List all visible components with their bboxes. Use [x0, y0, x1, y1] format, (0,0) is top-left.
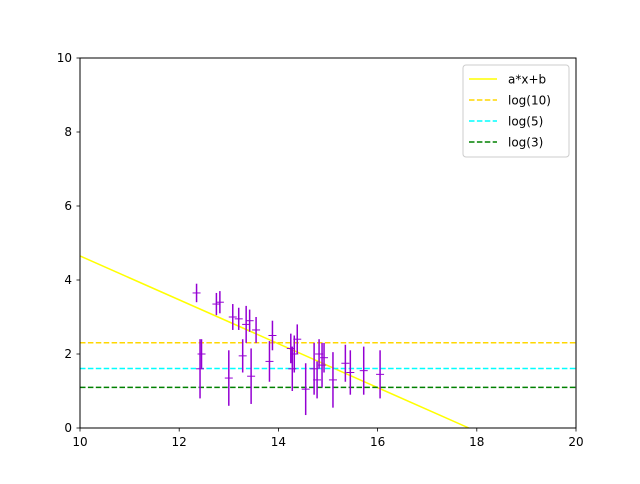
y-tick-label: 6	[64, 199, 72, 213]
data-point	[346, 350, 355, 395]
x-tick-label: 14	[271, 435, 286, 449]
x-tick-label: 10	[72, 435, 87, 449]
plot-area	[80, 255, 576, 428]
data-point	[245, 309, 254, 332]
legend: a*x+b log(10) log(5) log(3)	[462, 64, 570, 158]
data-point	[341, 344, 350, 382]
data-point	[252, 317, 261, 343]
x-tick-label: 18	[469, 435, 484, 449]
legend-label: log(3)	[508, 136, 543, 150]
data-point	[359, 346, 368, 395]
x-tick-label: 16	[370, 435, 385, 449]
data-point	[293, 324, 302, 354]
y-axis: 0 2 4 6 8 10	[57, 51, 80, 435]
data-point	[238, 339, 247, 373]
data-point	[247, 348, 256, 404]
data-point	[320, 342, 329, 373]
series-line-0	[80, 255, 470, 428]
x-axis: 10 12 14 16 18 20	[72, 428, 584, 449]
data-point	[196, 339, 205, 399]
legend-box	[462, 64, 570, 158]
x-tick-label: 12	[172, 435, 187, 449]
legend-label: a*x+b	[508, 73, 546, 87]
data-point	[215, 291, 224, 314]
data-point	[268, 320, 277, 351]
x-tick-label: 20	[568, 435, 583, 449]
data-point	[197, 339, 206, 369]
y-tick-label: 4	[64, 273, 72, 287]
y-tick-label: 10	[57, 51, 72, 65]
data-point	[376, 350, 385, 399]
data-point	[313, 361, 322, 399]
data-point	[301, 363, 310, 416]
legend-label: log(5)	[508, 115, 543, 129]
y-tick-label: 0	[64, 421, 72, 435]
data-point	[228, 304, 237, 330]
data-point	[328, 352, 337, 408]
y-tick-label: 2	[64, 347, 72, 361]
legend-label: log(10)	[508, 94, 551, 108]
data-point	[265, 341, 274, 382]
y-tick-label: 8	[64, 125, 72, 139]
plot-frame	[79, 57, 577, 429]
data-point	[212, 292, 221, 316]
data-point	[192, 283, 201, 303]
data-point	[242, 305, 251, 343]
data-point	[286, 333, 295, 364]
data-point	[224, 350, 233, 406]
data-point	[234, 307, 243, 330]
